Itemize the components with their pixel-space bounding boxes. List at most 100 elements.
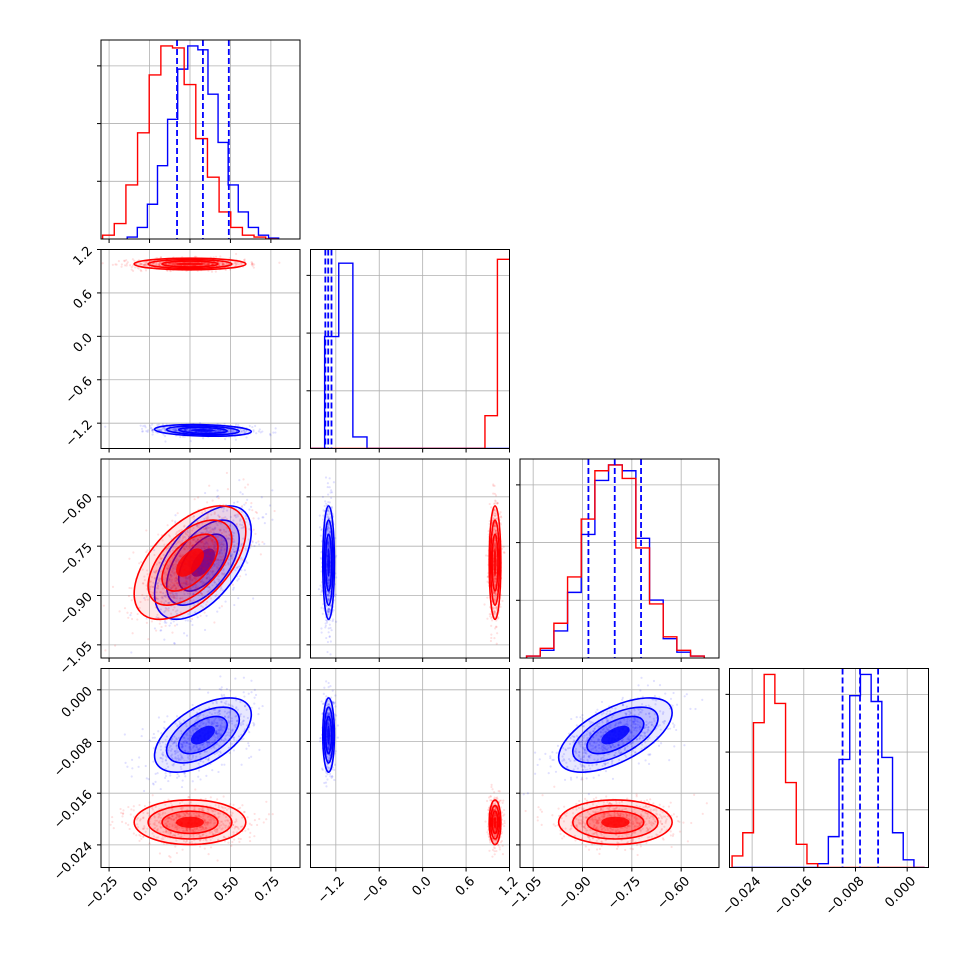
sample-point [234,423,238,426]
sample-point [189,575,192,578]
sample-point [241,492,244,496]
sample-point [218,529,222,532]
sample-point [185,544,189,547]
sample-point [173,262,176,266]
sample-point [141,568,144,571]
sample-point [496,632,499,635]
sample-point [216,536,219,539]
sample-point [151,585,155,589]
sample-point [167,593,170,596]
sample-point [327,599,330,602]
sample-point [213,563,217,567]
sample-point [160,591,163,594]
sample-point [172,764,175,767]
sample-point [261,540,264,544]
sample-point [227,430,230,434]
sample-point [237,513,240,516]
sample-point [160,600,163,603]
sample-point [169,592,172,595]
sample-point [173,740,176,744]
sample-point [204,509,207,513]
sample-point [178,722,182,725]
sample-point [174,571,177,574]
sample-point [225,471,229,475]
sample-point [231,430,234,434]
sample-point [205,576,208,579]
sample-point [158,428,161,432]
sample-point [217,563,220,567]
sample-point [158,429,161,432]
sample-point [114,263,117,266]
sample-point [328,578,331,581]
sample-point [130,611,133,615]
sample-point [234,559,237,562]
sample-point [243,569,247,572]
sample-point [179,553,182,556]
sample-point [486,617,489,620]
sample-point [237,263,240,266]
sample-point [144,264,147,267]
sample-point [251,509,254,512]
sample-point [209,560,212,563]
sample-point [174,520,177,523]
sample-point [235,566,239,570]
sample-point [185,634,189,637]
sample-point [219,529,222,532]
sample-point [168,624,171,627]
sample-point [217,430,220,433]
sample-point [203,517,206,521]
sample-point [185,577,188,580]
sample-point [254,424,257,428]
sample-point [489,613,492,616]
sample-point [495,607,498,610]
sample-point [145,621,148,624]
sample-point [129,264,132,267]
sample-point [153,553,156,557]
sample-point [326,640,330,644]
sample-point [189,592,192,595]
sample-point [228,257,231,260]
sample-point [245,436,248,439]
sample-point [175,715,179,718]
sample-point [494,514,497,517]
sample-point [326,582,330,585]
sample-point [216,566,220,569]
sample-point [174,429,178,432]
sample-point [143,575,146,578]
sample-point [150,594,154,597]
sample-point [251,264,254,267]
sample-point [167,597,170,600]
sample-point [225,551,228,554]
sample-point [328,594,331,597]
sample-point [186,741,189,745]
sample-point [195,728,199,731]
sample-point [186,592,190,595]
sample-point [203,546,206,549]
sample-point [250,263,253,266]
sample-point [250,502,253,505]
sample-point [233,724,236,727]
sample-point [156,772,159,775]
sample-point [320,606,323,609]
sample-point [189,541,192,544]
sample-point [174,567,177,571]
sample-point [217,575,220,578]
sample-point [225,509,229,512]
sample-point [169,774,172,777]
sample-point [185,583,188,586]
sample-point [484,554,488,557]
sample-point [163,610,166,614]
sample-point [495,625,498,628]
sample-point [227,728,231,731]
sample-point [191,521,194,525]
sample-point [252,528,255,531]
sample-point [146,569,149,572]
sample-point [229,430,232,433]
sample-point [194,578,198,582]
sample-point [219,675,222,678]
sample-point [159,570,162,573]
sample-point [187,582,190,585]
sample-point [493,492,497,495]
sample-point [212,529,215,532]
sample-point [324,502,328,505]
